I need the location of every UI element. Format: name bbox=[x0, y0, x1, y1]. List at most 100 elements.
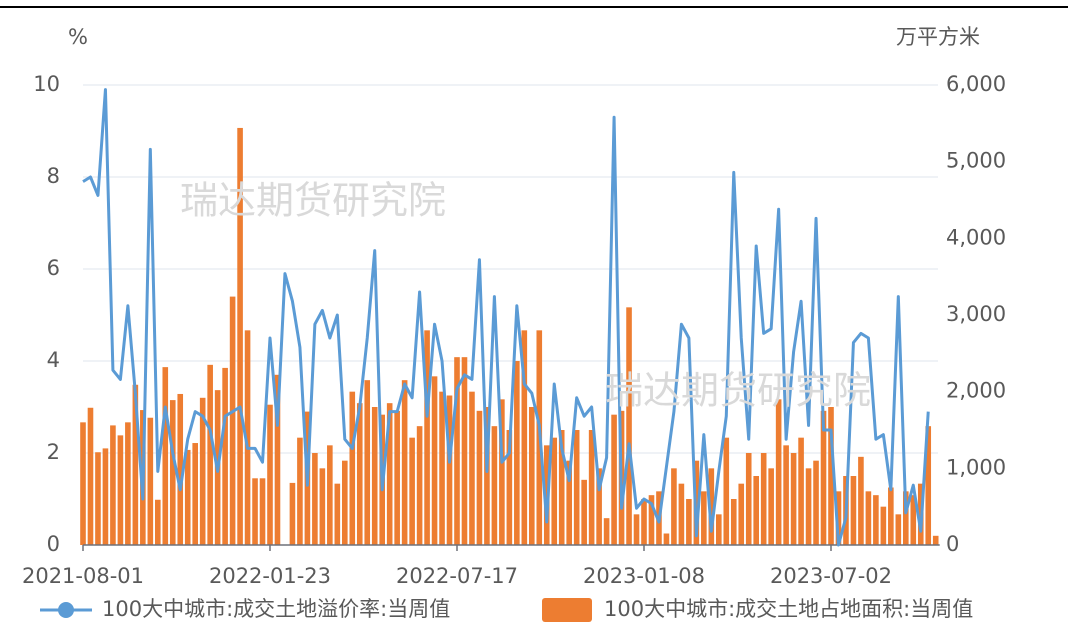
x-tick-label: 2022-07-17 bbox=[396, 564, 518, 588]
bar bbox=[888, 487, 894, 545]
bar bbox=[259, 478, 266, 545]
bar bbox=[738, 483, 745, 545]
bar bbox=[813, 460, 819, 545]
bar bbox=[521, 330, 528, 545]
y2-tick-label: 3,000 bbox=[946, 302, 1006, 326]
bar bbox=[760, 453, 767, 545]
bar bbox=[775, 399, 782, 545]
bar bbox=[551, 437, 558, 545]
y-tick-label: 8 bbox=[47, 164, 60, 188]
bar bbox=[252, 478, 258, 545]
bar bbox=[558, 430, 565, 545]
bar bbox=[686, 499, 692, 545]
bar bbox=[701, 491, 707, 545]
bar bbox=[730, 499, 737, 545]
bar bbox=[469, 391, 475, 545]
bar bbox=[199, 397, 206, 545]
bar bbox=[596, 468, 602, 545]
bar bbox=[409, 437, 415, 545]
bar bbox=[446, 395, 453, 545]
bar bbox=[95, 452, 101, 545]
bar bbox=[424, 330, 430, 545]
bar bbox=[880, 506, 887, 545]
bar bbox=[753, 476, 759, 545]
bar bbox=[461, 357, 468, 545]
bar bbox=[356, 403, 363, 545]
bar bbox=[858, 456, 864, 545]
bar bbox=[416, 426, 423, 545]
bar bbox=[87, 407, 94, 545]
bar bbox=[745, 453, 752, 545]
bar bbox=[431, 376, 438, 545]
y2-tick-label: 2,000 bbox=[946, 379, 1006, 403]
bar bbox=[566, 460, 572, 545]
bar bbox=[132, 384, 139, 545]
watermark: 瑞达期货研究院 bbox=[180, 179, 446, 223]
bar bbox=[671, 468, 677, 545]
bar bbox=[850, 476, 857, 545]
y-axis-label: % bbox=[68, 25, 88, 49]
bar bbox=[514, 361, 520, 545]
y-tick-label: 6 bbox=[47, 256, 60, 280]
bar bbox=[274, 374, 281, 545]
bar bbox=[244, 330, 251, 545]
bar bbox=[506, 430, 513, 545]
bar bbox=[910, 495, 917, 545]
y2-tick-label: 6,000 bbox=[946, 72, 1006, 96]
bar bbox=[648, 495, 655, 545]
bar bbox=[678, 483, 685, 545]
bar bbox=[207, 364, 213, 545]
bar bbox=[177, 393, 184, 545]
bar bbox=[319, 468, 326, 545]
bar bbox=[790, 453, 797, 545]
bar bbox=[708, 468, 715, 545]
bar bbox=[499, 399, 505, 545]
bar bbox=[925, 426, 932, 545]
bar bbox=[454, 357, 460, 545]
y2-axis-label: 万平方米 bbox=[896, 25, 980, 49]
bar bbox=[873, 495, 879, 545]
bar bbox=[895, 514, 902, 545]
bar bbox=[349, 391, 356, 545]
bar bbox=[573, 430, 580, 545]
bar bbox=[169, 400, 176, 545]
y-tick-label: 0 bbox=[47, 532, 60, 556]
bar bbox=[484, 407, 490, 545]
bar bbox=[476, 410, 483, 545]
bar bbox=[529, 407, 535, 545]
watermark: 瑞达期货研究院 bbox=[605, 369, 871, 413]
bar bbox=[371, 407, 378, 545]
legend-bar-icon bbox=[542, 598, 592, 622]
x-tick-label: 2023-01-08 bbox=[583, 564, 705, 588]
y2-tick-label: 0 bbox=[946, 532, 959, 556]
bar bbox=[641, 499, 647, 545]
bar bbox=[663, 533, 670, 545]
bar bbox=[155, 499, 161, 545]
bar bbox=[237, 127, 243, 545]
bar bbox=[723, 437, 730, 545]
y2-tick-label: 1,000 bbox=[946, 455, 1006, 479]
bar bbox=[110, 425, 116, 545]
bar bbox=[865, 491, 872, 545]
bar bbox=[386, 403, 393, 545]
bar bbox=[192, 443, 198, 545]
bar bbox=[102, 448, 109, 545]
bar bbox=[147, 417, 154, 545]
bar bbox=[222, 367, 228, 545]
bar bbox=[125, 422, 131, 545]
bar bbox=[334, 483, 341, 545]
bar bbox=[633, 514, 640, 545]
bar bbox=[117, 435, 124, 545]
bar bbox=[835, 491, 842, 545]
bar bbox=[783, 445, 789, 545]
bar bbox=[798, 437, 804, 545]
bar bbox=[828, 407, 834, 545]
plot-area: 0 2 4 6 8 10 0 1,000 2,000 3,000 4,000 5,000 6,000 20… bbox=[22, 72, 1006, 588]
y2-tick-label: 4,000 bbox=[946, 225, 1006, 249]
legend-label: 100大中城市:成交土地溢价率:当周值 bbox=[102, 597, 450, 621]
bar bbox=[491, 426, 498, 545]
bar bbox=[401, 380, 408, 545]
bar bbox=[805, 468, 812, 545]
bar bbox=[626, 307, 632, 545]
